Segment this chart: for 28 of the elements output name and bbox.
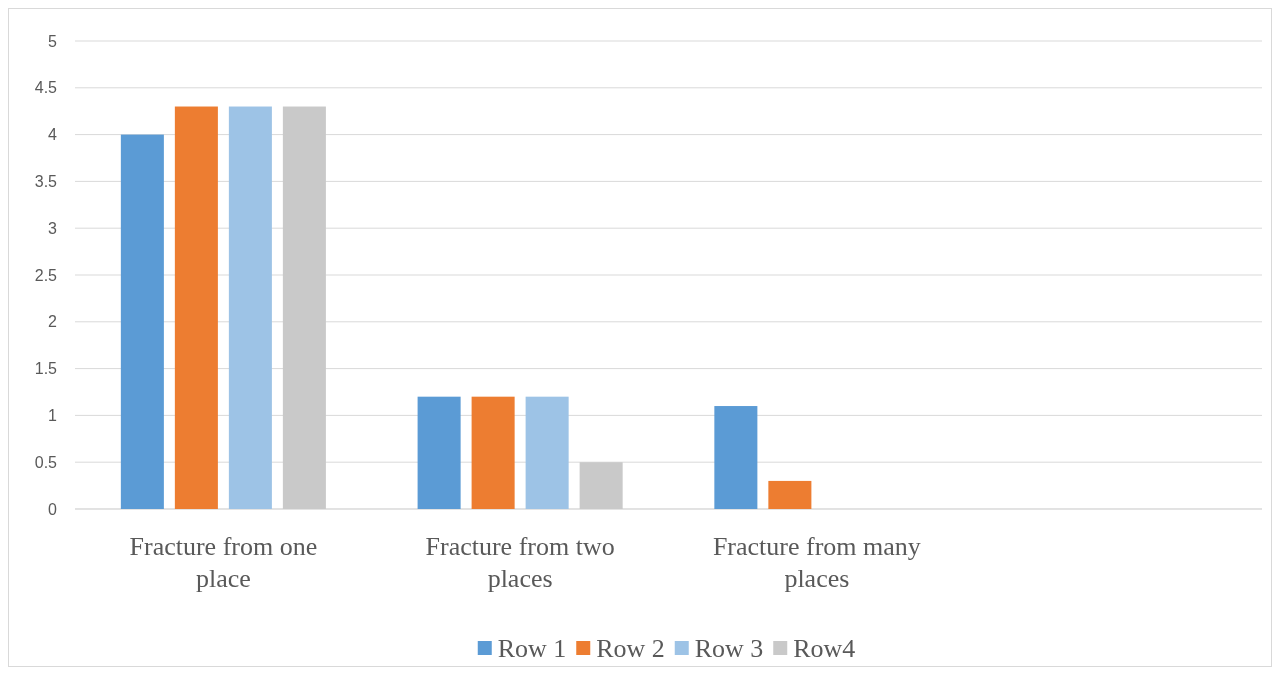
y-tick-label: 1 [48,407,58,424]
bar [228,106,272,509]
y-tick-label: 0.5 [34,453,58,471]
bar [174,106,218,509]
x-tick-label: Fracture from one place [129,532,318,593]
y-tick-label: 4.5 [34,79,58,97]
legend-label: Row 1 [497,634,567,664]
y-tick-label: 3.5 [34,173,58,190]
legend-label: Row 3 [694,634,764,664]
legend-label: Row 2 [596,634,665,664]
bar [579,462,623,509]
x-tick-label: Fracture from two places [425,532,615,593]
y-tick-label: 3 [48,219,58,237]
legend-label: Row4 [793,634,856,664]
bar [120,134,164,509]
y-tick-label: 4 [48,126,58,144]
y-tick-label: 2 [48,313,58,331]
y-tick-label: 5 [48,32,58,50]
y-tick-label: 1.5 [34,360,58,378]
bar [417,396,461,509]
bar [282,106,326,509]
bar [768,480,812,509]
bar [525,396,569,509]
y-tick-label: 2.5 [34,266,58,284]
x-tick-label: Fracture from many places [712,532,921,593]
bar [471,396,515,509]
y-tick-label: 0 [48,500,58,518]
bar [714,406,758,509]
